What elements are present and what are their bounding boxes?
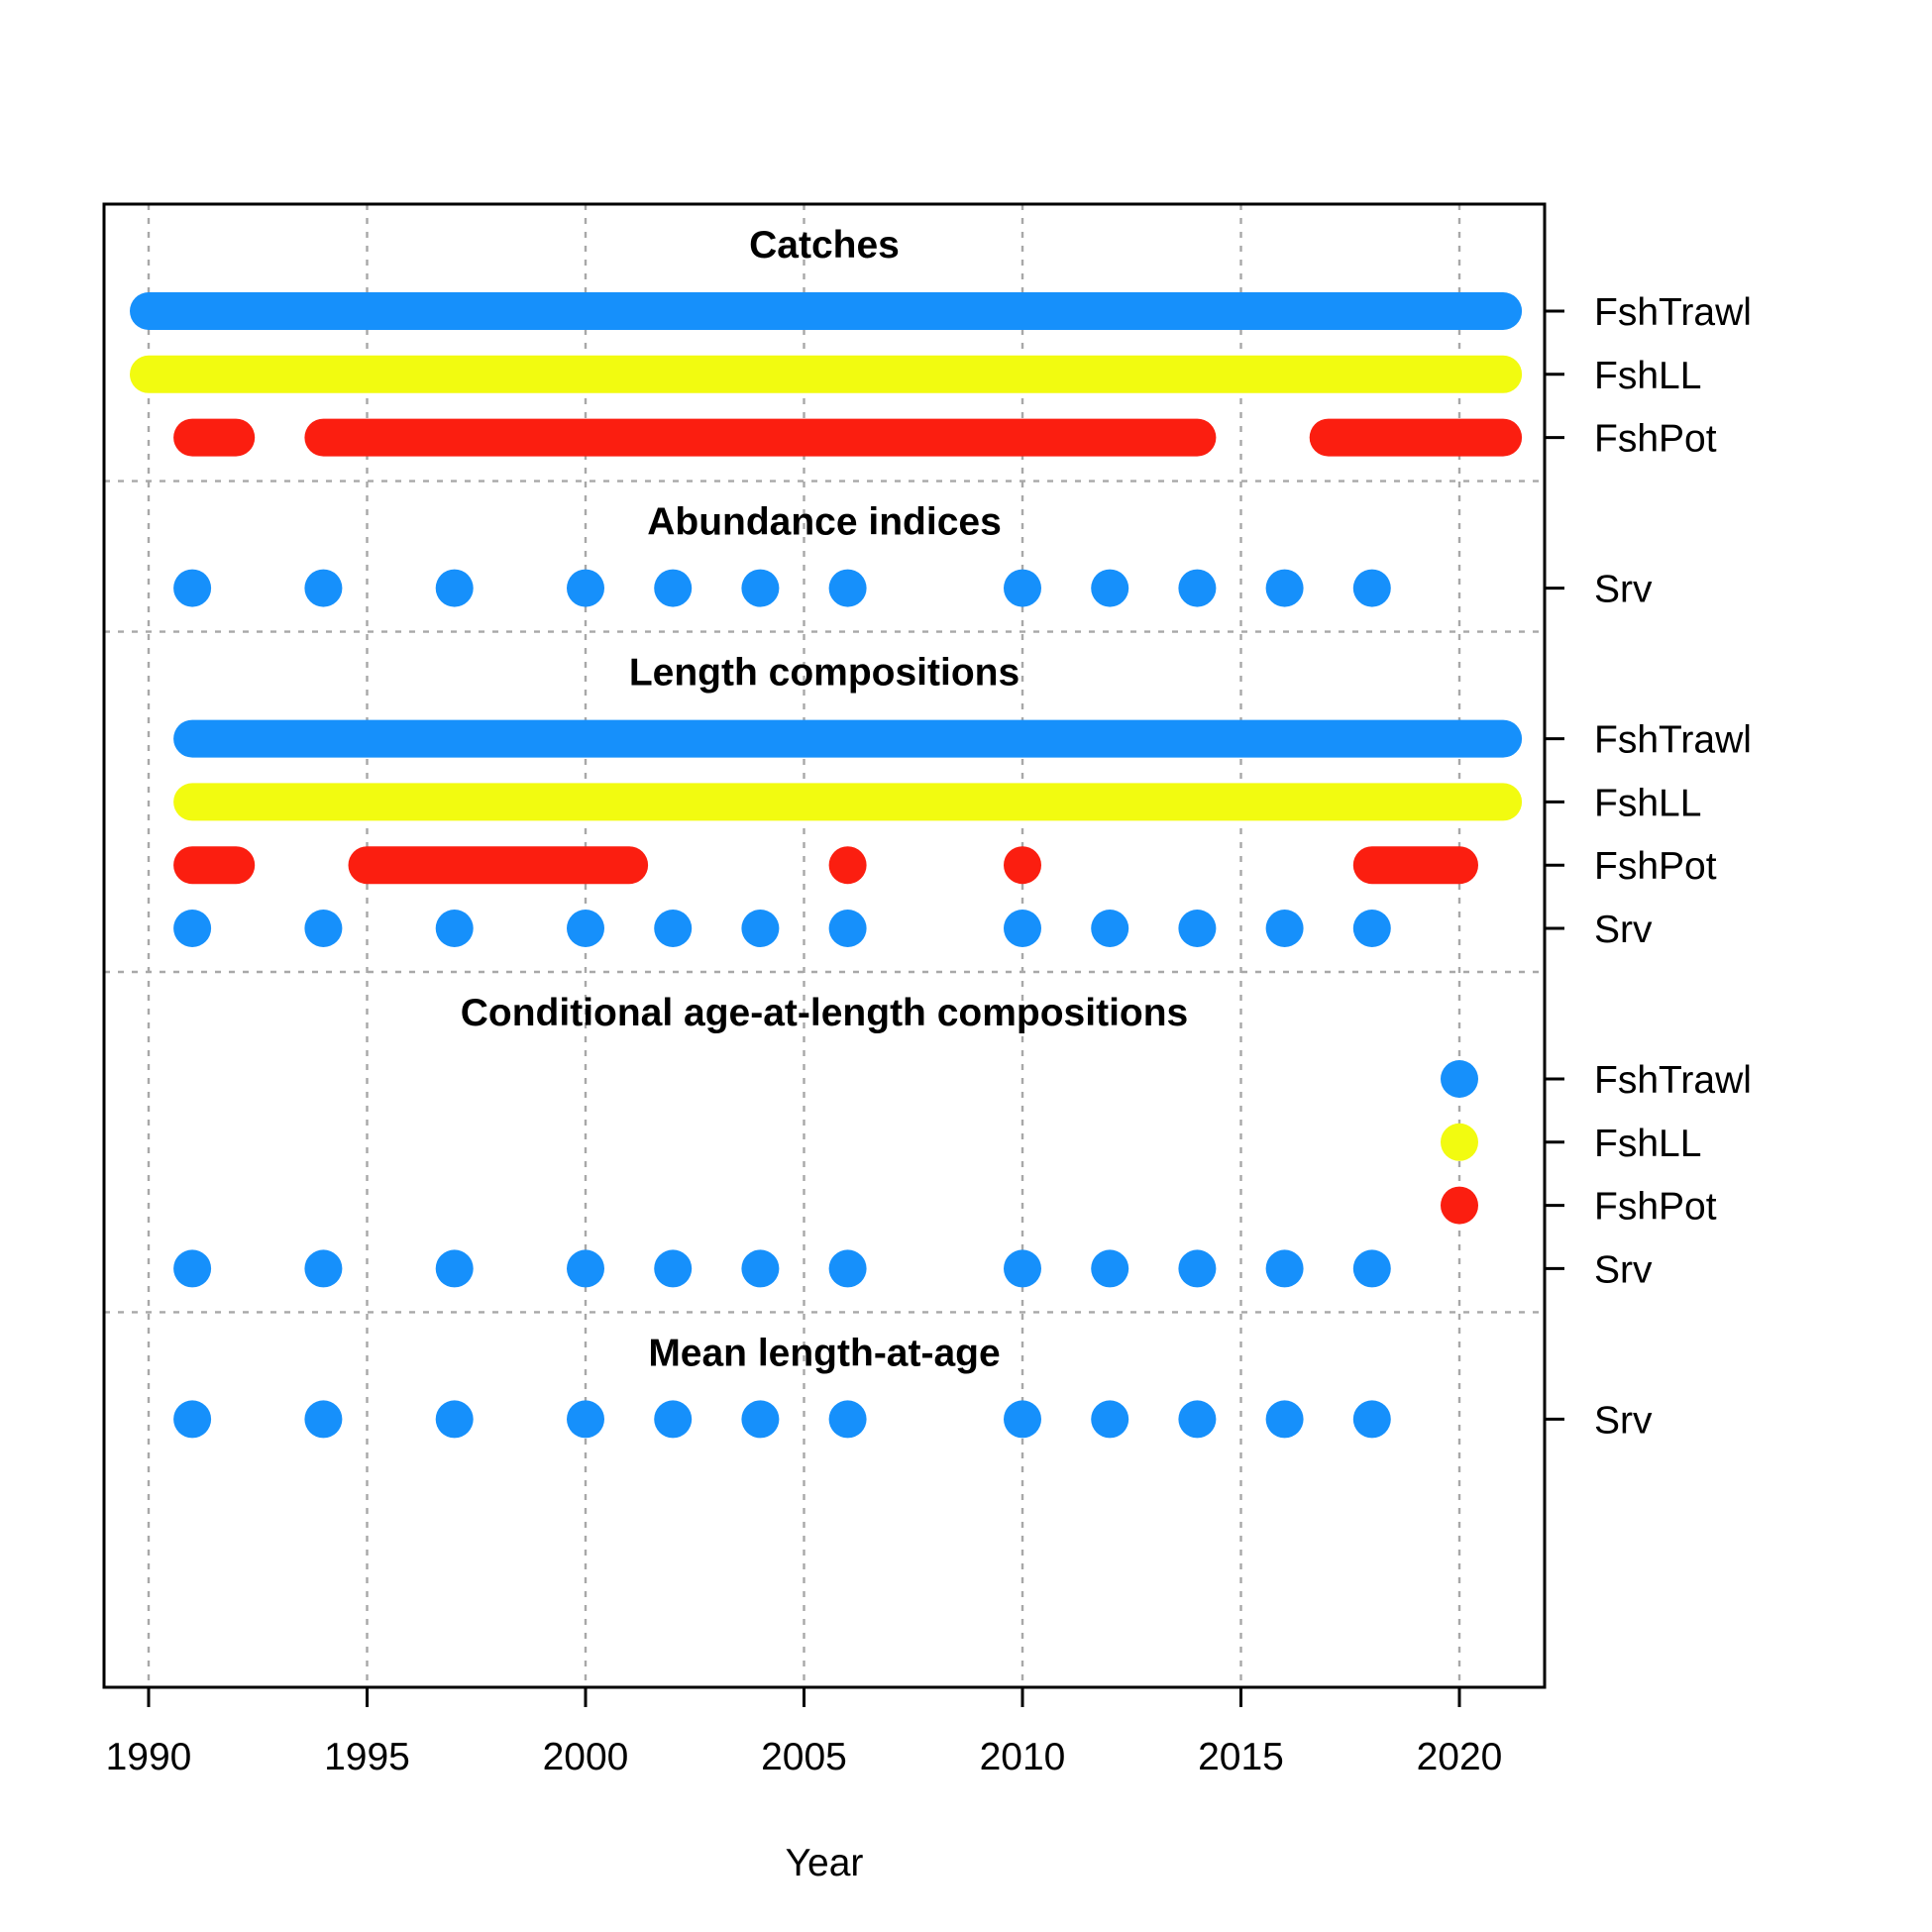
row-label: FshPot [1594,845,1717,888]
data-point [654,1400,693,1439]
data-point [304,910,343,947]
data-point [1091,910,1129,947]
data-point [1441,1060,1478,1098]
data-point [1091,1249,1129,1288]
data-point [828,846,867,885]
data-point [828,1400,867,1439]
row-label: Srv [1594,569,1653,611]
data-point [173,1249,212,1288]
row-label: FshLL [1594,1123,1701,1165]
x-tick-label: 2015 [1198,1736,1284,1778]
x-tick-label: 2005 [761,1736,847,1778]
row-label: FshPot [1594,418,1717,461]
panel-title: Abundance indices [647,501,1002,544]
x-axis-label: Year [786,1842,864,1884]
row-label: Srv [1594,1399,1653,1442]
data-point [1091,569,1129,607]
data-point [1352,910,1391,947]
row-label: Srv [1594,909,1653,951]
data-point [567,910,604,947]
data-point [1265,1400,1304,1439]
data-point [1091,1400,1129,1439]
data-point [741,569,780,607]
x-axis: 1990 1995 2000 2005 2010 2015 2020 [106,1687,1503,1778]
data-point [741,910,780,947]
data-point [741,1249,780,1288]
data-point [828,569,867,607]
data-point [304,1400,343,1439]
data-point [1004,1400,1041,1439]
data-point [1004,569,1041,607]
plot-frame [102,202,1547,1689]
data-point [1352,1249,1391,1288]
data-point [1265,910,1304,947]
data-point [304,569,343,607]
data-point [1265,569,1304,607]
data-point [1441,1123,1478,1161]
x-tick-label: 2020 [1417,1736,1503,1778]
data-point [828,910,867,947]
data-point [1178,1249,1217,1288]
data-point [435,1400,474,1439]
data-point [1265,1249,1304,1288]
data-point [1352,1400,1391,1439]
row-label: FshPot [1594,1186,1717,1229]
data-point [828,1249,867,1288]
panel-titles: Catches Abundance indices Length compositi… [461,224,1189,1374]
x-tick-label: 1995 [324,1736,410,1778]
data-point [1441,1186,1478,1225]
data-point [1178,1400,1217,1439]
data-point [435,910,474,947]
data-point [1178,569,1217,607]
x-tick-label: 2010 [980,1736,1066,1778]
panel-title: Catches [749,224,900,267]
data-point [173,910,212,947]
data-point [741,1400,780,1439]
data-point [173,569,212,607]
data-point [1178,910,1217,947]
panel-title: Length compositions [629,652,1020,695]
data-marks [130,292,1523,1439]
panel-title: Mean length-at-age [648,1332,1000,1374]
data-point [1352,569,1391,607]
row-label: FshLL [1594,782,1701,824]
data-point [1004,846,1041,885]
panel-title: Conditional age-at-length compositions [461,992,1189,1034]
data-point [1004,1249,1041,1288]
grid-lines [104,204,1545,1687]
row-label: FshTrawl [1594,1059,1752,1102]
data-point [567,569,604,607]
data-point [654,569,693,607]
data-point [435,1249,474,1288]
data-point [654,1249,693,1288]
data-point [567,1400,604,1439]
x-tick-label: 1990 [106,1736,192,1778]
row-labels: FshTrawl FshLL FshPot Srv FshTrawl FshLL FshPo… [1545,291,1752,1442]
data-point [435,569,474,607]
row-label: FshTrawl [1594,291,1752,334]
data-point [173,1400,212,1439]
data-point [654,910,693,947]
row-label: FshTrawl [1594,719,1752,762]
x-tick-label: 2000 [543,1736,629,1778]
row-label: FshLL [1594,355,1701,397]
data-point [1004,910,1041,947]
row-label: Srv [1594,1248,1653,1291]
data-point [304,1249,343,1288]
data-point [567,1249,604,1288]
